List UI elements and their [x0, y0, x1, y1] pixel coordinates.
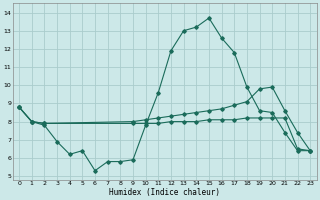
X-axis label: Humidex (Indice chaleur): Humidex (Indice chaleur) — [109, 188, 220, 197]
